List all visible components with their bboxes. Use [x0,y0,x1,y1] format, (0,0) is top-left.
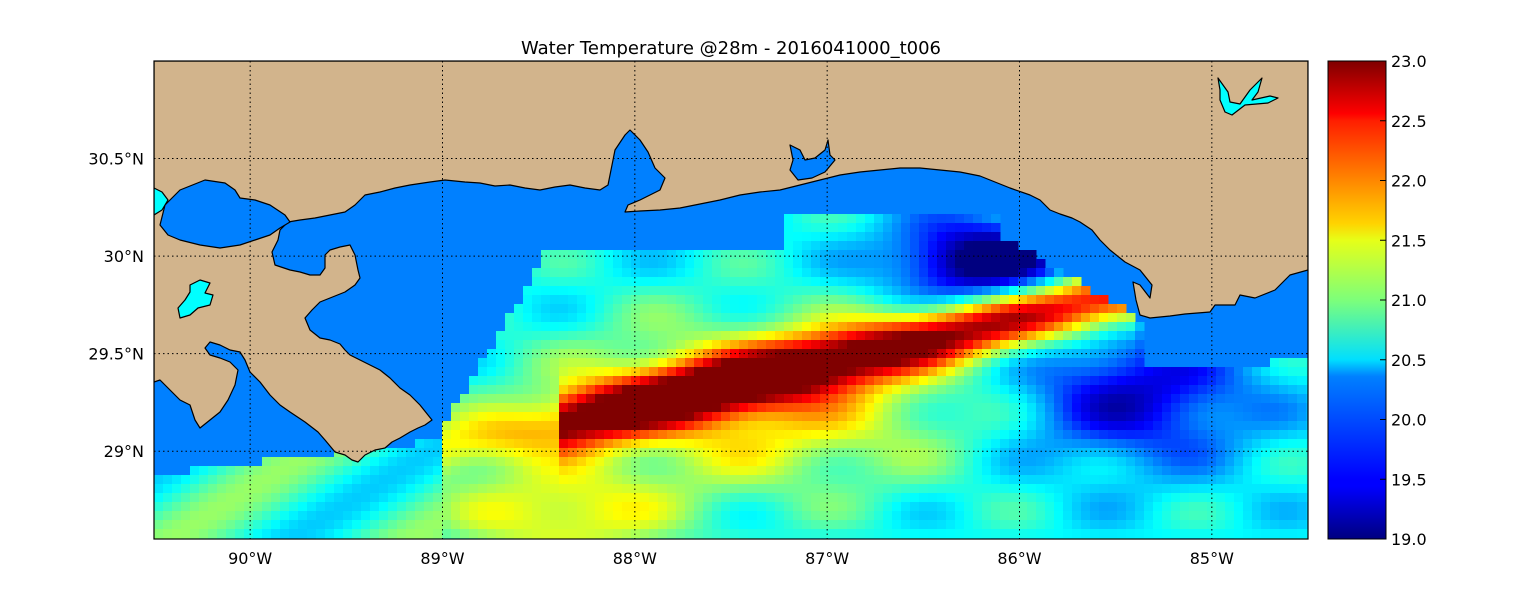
colorbar-tick-label: 22.5 [1391,112,1427,131]
longitude-label: 85°W [1190,549,1234,568]
colorbar-tick-label: 20.5 [1391,351,1427,370]
longitude-label: 90°W [228,549,272,568]
colorbar-tick-label: 21.0 [1391,291,1427,310]
lake-maurepas [154,187,169,216]
colorbar-tick-label: 22.0 [1391,172,1427,191]
bay-inlets [789,139,836,181]
longitude-label: 86°W [997,549,1041,568]
colorbar: 19.0 19.5 20.0 20.5 21.0 21.5 22.0 22.5 23.0 [1327,52,1427,549]
graticule [154,61,1308,539]
colorbar-tick-label: 21.5 [1391,231,1427,250]
latitude-label: 30°N [104,247,144,266]
lake-florida [1217,77,1279,116]
map-area [154,61,1308,539]
colorbar-tick-label: 19.0 [1391,530,1427,549]
latitude-label: 29.5°N [88,345,144,364]
latitude-labels: 30.5°N 30°N 29.5°N 29°N [88,150,144,462]
latitude-label: 30.5°N [88,150,144,169]
longitude-labels: 90°W 89°W 88°W 87°W 86°W 85°W [228,549,1234,568]
map-title: Water Temperature @28m - 2016041000_t006 [521,38,941,59]
colorbar-tick-label: 23.0 [1391,52,1427,71]
lake-pontchartrain [159,179,291,249]
longitude-label: 87°W [805,549,849,568]
latitude-label: 29°N [104,442,144,461]
map-frame [153,60,1309,540]
colorbar-ticks: 19.0 19.5 20.0 20.5 21.0 21.5 22.0 22.5 23.0 [1380,52,1427,549]
longitude-label: 89°W [420,549,464,568]
colorbar-bar [1327,60,1387,540]
colorbar-tick-label: 19.5 [1391,470,1427,489]
longitude-label: 88°W [613,549,657,568]
colorbar-tick-label: 20.0 [1391,411,1427,430]
lake-salvador [177,279,214,319]
